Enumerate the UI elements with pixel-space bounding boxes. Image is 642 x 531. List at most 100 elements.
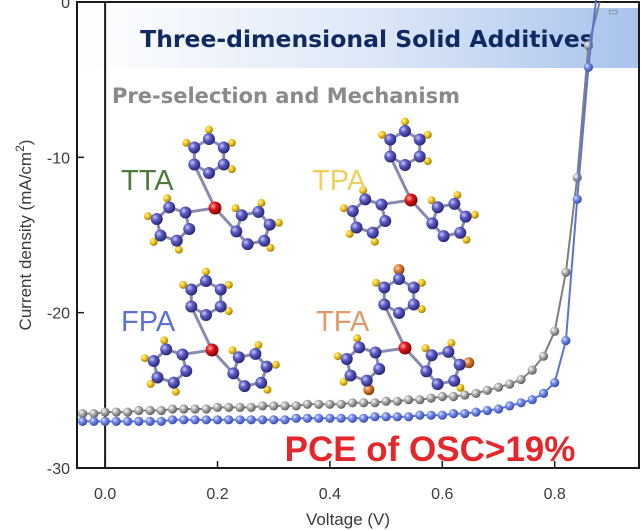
series-0-point [392, 396, 402, 406]
hydrogen-atom [182, 138, 191, 147]
carbon-atom [344, 369, 357, 382]
series-0-point [415, 395, 425, 405]
series-0-point [437, 391, 447, 402]
carbon-atom [151, 371, 164, 384]
carbon-atom [378, 281, 391, 294]
oxygen-atom [208, 201, 222, 215]
series-1-point [257, 415, 268, 425]
hydrogen-atom [456, 383, 465, 392]
carbon-atom [188, 141, 201, 154]
hydrogen-atom [401, 117, 409, 126]
carbon-atom [200, 275, 212, 287]
carbon-atom [366, 226, 379, 239]
hydrogen-atom [143, 212, 152, 221]
title-banner [77, 8, 639, 68]
carbon-atom [360, 374, 373, 387]
carbon-atom [154, 229, 167, 242]
hydrogen-atom [160, 336, 169, 345]
hydrogen-atom [202, 267, 210, 276]
y-axis-title-main: Current density (mA/cm [16, 152, 35, 331]
series-1-point [572, 194, 582, 204]
series-1-point [448, 409, 459, 419]
series-0-point [505, 379, 515, 389]
series-1-point [302, 413, 312, 423]
molecule-tta [143, 125, 283, 254]
x-tick-label: 0.4 [319, 486, 341, 503]
series-0-point [100, 407, 110, 417]
carbon-atom [413, 150, 426, 163]
carbon-atom [230, 225, 243, 238]
series-1-point [325, 413, 335, 423]
carbon-atom [431, 378, 444, 391]
hydrogen-atom [453, 191, 462, 200]
series-1-point [516, 398, 526, 408]
series-1-point [201, 415, 211, 425]
x-axis-title: Voltage (V) [306, 510, 390, 529]
y-axis-title-close: ) [16, 140, 35, 146]
series-0-point [201, 404, 211, 414]
series-0-point [482, 385, 492, 395]
series-0-point [314, 399, 324, 409]
carbon-atom [163, 201, 176, 214]
carbon-atom [431, 201, 444, 214]
series-1-point [246, 415, 256, 425]
hydrogen-atom [257, 199, 266, 208]
carbon-atom [170, 234, 183, 247]
carbon-atom [188, 158, 201, 171]
hydrogen-atom [333, 352, 342, 361]
series-1-point [89, 416, 99, 426]
hydrogen-atom [263, 385, 272, 394]
fluorine-atom [363, 384, 375, 396]
series-1-point [561, 336, 571, 346]
carbon-atom [399, 159, 411, 171]
series-1-point [404, 412, 414, 422]
banner-edge-mark: ▭ [608, 6, 618, 18]
carbon-atom [448, 197, 461, 210]
hydrogen-atom [266, 243, 275, 252]
y-tick-label: -10 [47, 150, 70, 167]
carbon-atom [426, 217, 439, 230]
series-1-point [78, 416, 88, 426]
series-1-point [370, 412, 380, 422]
carbon-atom [375, 198, 388, 211]
carbon-atom [241, 238, 254, 251]
chart-subtitle: Pre-selection and Mechanism [112, 84, 460, 108]
series-1-point [280, 415, 290, 425]
series-0-point [134, 405, 144, 416]
hydrogen-atom [149, 237, 158, 246]
bond [189, 305, 214, 351]
carbon-atom [200, 309, 212, 321]
oxygen-atom [398, 341, 412, 355]
carbon-atom [425, 349, 438, 362]
series-1-point [437, 410, 447, 420]
series-0-point [257, 401, 268, 411]
x-tick-label: 0.8 [544, 486, 566, 503]
carbon-atom [369, 346, 382, 359]
carbon-atom [393, 273, 405, 285]
carbon-atom [420, 365, 433, 378]
series-0-point [291, 401, 301, 411]
oxygen-atom [205, 343, 219, 357]
series-1-point [359, 413, 369, 423]
series-0-point [426, 393, 436, 403]
carbon-atom [185, 283, 198, 296]
series-0-point [89, 409, 99, 419]
hydrogen-atom [274, 218, 283, 227]
hydrogen-atom [427, 196, 436, 205]
carbon-atom [384, 150, 397, 163]
hydrogen-atom [372, 278, 381, 287]
hydrogen-atom [163, 194, 172, 203]
series-0-point [224, 402, 234, 412]
series-1-point [235, 415, 245, 425]
hydrogen-atom [231, 204, 240, 213]
series-0-point [325, 399, 335, 409]
carbon-atom [217, 141, 230, 154]
hydrogen-atom [378, 130, 387, 139]
series-0-point [359, 398, 369, 408]
series-1-point [190, 415, 200, 425]
carbon-atom [442, 345, 455, 358]
hydrogen-atom [345, 229, 354, 238]
series-0-point [269, 401, 279, 411]
carbon-atom [258, 234, 271, 247]
